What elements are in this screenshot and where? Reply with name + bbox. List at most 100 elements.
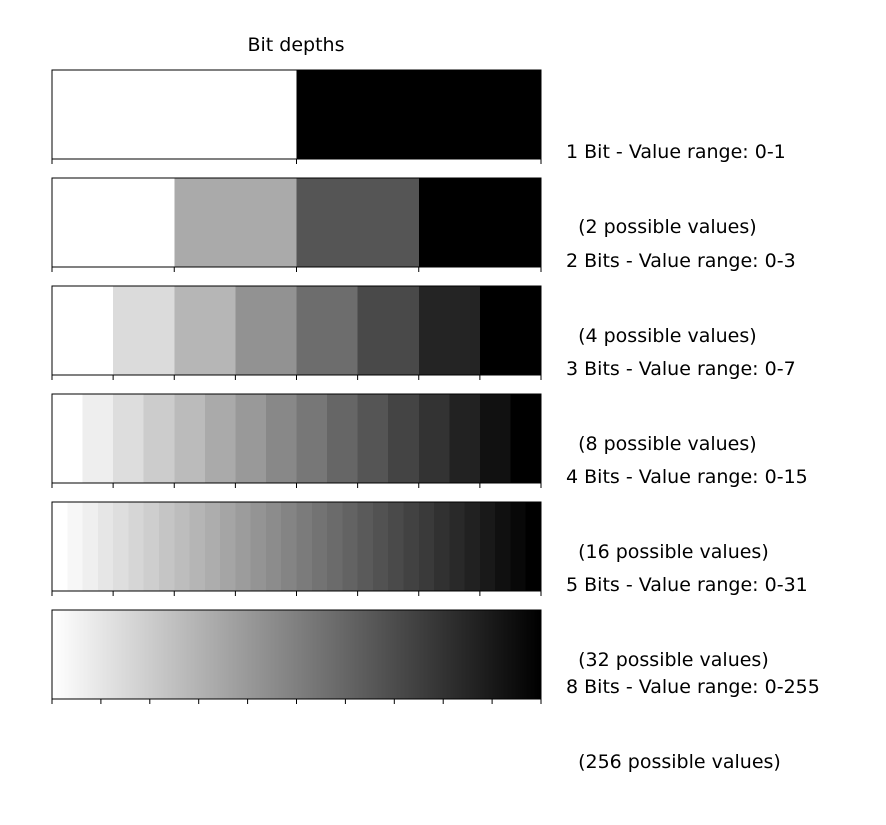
gray-level-swatch bbox=[441, 610, 445, 699]
gray-level-swatch bbox=[193, 610, 196, 699]
gray-level-swatch bbox=[338, 610, 342, 699]
gray-level-swatch bbox=[449, 502, 466, 591]
gray-level-swatch bbox=[235, 286, 298, 375]
gray-level-swatch bbox=[363, 610, 366, 699]
gray-level-swatch bbox=[101, 610, 105, 699]
gray-level-swatch bbox=[92, 610, 95, 699]
gray-level-swatch bbox=[357, 394, 389, 483]
gray-level-swatch bbox=[52, 502, 68, 591]
gray-level-swatch bbox=[487, 610, 491, 699]
gray-level-swatch bbox=[327, 394, 359, 483]
gray-level-swatch bbox=[481, 610, 485, 699]
gray-level-swatch bbox=[168, 610, 172, 699]
gray-level-swatch bbox=[388, 394, 420, 483]
row-label-line2: (2 possible values) bbox=[566, 216, 757, 238]
gray-level-swatch bbox=[533, 610, 536, 699]
gray-level-swatch bbox=[336, 610, 340, 699]
gray-level-swatch bbox=[344, 610, 347, 699]
gray-level-swatch bbox=[267, 610, 271, 699]
gray-level-swatch bbox=[353, 610, 357, 699]
row-label-3bits: 3 Bits - Value range: 0-7 (8 possible va… bbox=[566, 307, 796, 507]
gray-level-swatch bbox=[357, 286, 420, 375]
gray-level-swatch bbox=[474, 610, 477, 699]
gray-level-swatch bbox=[181, 610, 185, 699]
gray-level-swatch bbox=[200, 610, 204, 699]
gray-level-swatch bbox=[504, 610, 508, 699]
gray-level-swatch bbox=[143, 394, 175, 483]
row-label-5bits: 5 Bits - Value range: 0-31 (32 possible … bbox=[566, 523, 808, 723]
gray-level-swatch bbox=[332, 610, 336, 699]
gray-level-swatch bbox=[235, 394, 267, 483]
gray-level-swatch bbox=[74, 610, 78, 699]
gray-level-swatch bbox=[510, 394, 542, 483]
gray-level-swatch bbox=[437, 610, 441, 699]
gray-level-swatch bbox=[416, 610, 420, 699]
gray-level-swatch bbox=[519, 610, 523, 699]
gray-level-swatch bbox=[90, 610, 93, 699]
gray-level-swatch bbox=[225, 610, 229, 699]
gray-level-swatch bbox=[158, 610, 162, 699]
gray-level-swatch bbox=[105, 610, 108, 699]
gray-level-swatch bbox=[453, 610, 456, 699]
gray-level-swatch bbox=[52, 610, 55, 699]
gray-level-swatch bbox=[94, 610, 97, 699]
gray-level-swatch bbox=[302, 610, 305, 699]
gray-level-swatch bbox=[233, 610, 236, 699]
gray-level-swatch bbox=[189, 502, 206, 591]
gray-level-swatch bbox=[179, 610, 183, 699]
bit-depth-figure: Bit depths 1 Bit - Value range: 0-1 (2 p… bbox=[51, 34, 820, 773]
gray-level-swatch bbox=[67, 610, 70, 699]
gray-level-swatch bbox=[227, 610, 231, 699]
gray-level-swatch bbox=[403, 610, 406, 699]
gray-level-swatch bbox=[160, 610, 164, 699]
gray-level-swatch bbox=[321, 610, 324, 699]
gray-level-swatch bbox=[531, 610, 534, 699]
gray-level-swatch bbox=[498, 610, 502, 699]
gray-level-swatch bbox=[174, 178, 298, 267]
gray-level-swatch bbox=[281, 502, 298, 591]
gray-level-swatch bbox=[212, 610, 215, 699]
gray-level-swatch bbox=[285, 610, 288, 699]
gray-level-swatch bbox=[523, 610, 527, 699]
gray-level-swatch bbox=[216, 610, 219, 699]
row-label-4bits: 4 Bits - Value range: 0-15 (16 possible … bbox=[566, 415, 808, 615]
gray-level-swatch bbox=[204, 394, 236, 483]
gray-level-swatch bbox=[372, 610, 376, 699]
gray-level-swatch bbox=[214, 610, 217, 699]
gray-level-swatch bbox=[147, 610, 151, 699]
gray-level-swatch bbox=[69, 610, 72, 699]
gray-level-swatch bbox=[393, 610, 397, 699]
gray-level-swatch bbox=[327, 610, 330, 699]
gray-level-swatch bbox=[82, 610, 86, 699]
gray-level-swatch bbox=[296, 286, 359, 375]
gray-level-swatch bbox=[372, 502, 389, 591]
gray-level-swatch bbox=[174, 286, 236, 375]
gray-level-swatch bbox=[455, 610, 458, 699]
gray-level-swatch bbox=[136, 610, 139, 699]
gray-level-swatch bbox=[298, 610, 301, 699]
gray-level-swatch bbox=[325, 610, 328, 699]
gray-level-swatch bbox=[378, 610, 382, 699]
gray-level-swatch bbox=[290, 610, 294, 699]
gray-level-swatch bbox=[73, 610, 76, 699]
gray-level-swatch bbox=[304, 610, 307, 699]
row-label-line1: 5 Bits - Value range: 0-31 bbox=[566, 574, 808, 596]
gray-level-swatch bbox=[134, 610, 137, 699]
gray-level-swatch bbox=[235, 502, 252, 591]
gray-level-swatch bbox=[495, 610, 498, 699]
gray-level-swatch bbox=[204, 502, 221, 591]
gray-level-swatch bbox=[155, 610, 158, 699]
gray-level-swatch bbox=[348, 610, 351, 699]
gray-level-swatch bbox=[176, 610, 179, 699]
gray-level-swatch bbox=[269, 610, 273, 699]
gray-level-swatch bbox=[52, 286, 114, 375]
gray-level-swatch bbox=[479, 502, 496, 591]
gray-level-swatch bbox=[223, 610, 227, 699]
gray-level-swatch bbox=[495, 502, 512, 591]
gray-level-swatch bbox=[116, 610, 120, 699]
gray-level-swatch bbox=[512, 610, 515, 699]
gray-level-swatch bbox=[264, 610, 267, 699]
gray-level-swatch bbox=[500, 610, 504, 699]
gray-level-swatch bbox=[361, 610, 364, 699]
gray-level-swatch bbox=[199, 610, 202, 699]
